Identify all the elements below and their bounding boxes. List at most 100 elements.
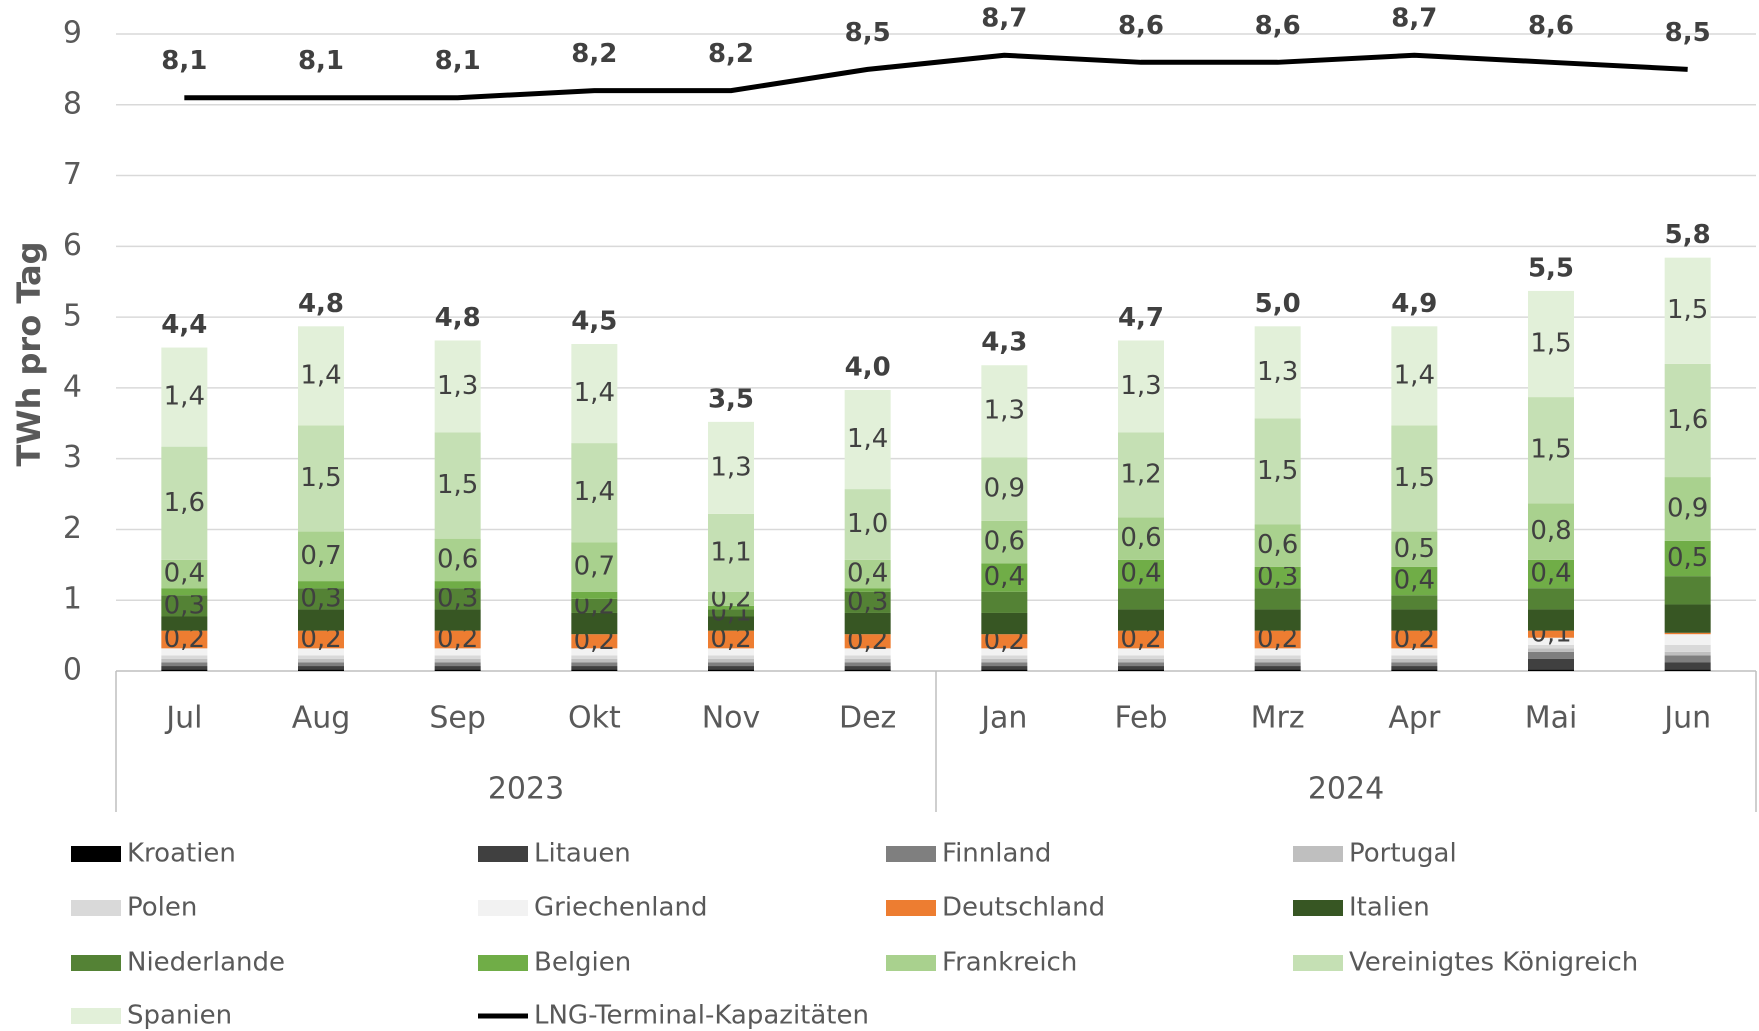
data-label: 0,6	[984, 527, 1025, 557]
bar-segment	[571, 648, 618, 656]
bar-segment	[1118, 655, 1164, 659]
data-label: 0,3	[437, 583, 478, 613]
line-label: 8,2	[708, 39, 754, 69]
total-label: 4,8	[298, 289, 344, 319]
bar-segment	[298, 609, 344, 631]
bar-segment	[1664, 477, 1711, 541]
bar-segment	[1664, 644, 1711, 652]
bar-segment	[1391, 566, 1438, 596]
legend-swatch	[71, 846, 121, 862]
bar-segment	[1254, 669, 1301, 671]
bar-segment	[1528, 609, 1574, 631]
bar-segment	[708, 658, 754, 663]
data-label: 1,3	[710, 452, 751, 482]
bar-segment	[1664, 655, 1711, 663]
data-label: 0,8	[1530, 516, 1571, 546]
data-label: 1,4	[1394, 360, 1435, 390]
bar-segment	[981, 563, 1028, 592]
bar-segment	[298, 531, 344, 582]
bar-segment	[708, 609, 754, 617]
data-label: 0,9	[1667, 493, 1708, 523]
bar-segment	[1528, 588, 1574, 610]
total-label: 4,5	[571, 307, 617, 337]
bar-segment	[1254, 662, 1301, 667]
bar-segment	[708, 655, 754, 659]
legend-label: Polen	[127, 893, 197, 923]
bar-segment	[1254, 609, 1301, 631]
data-label: 1,3	[1120, 371, 1161, 401]
legend-swatch	[1293, 955, 1343, 971]
bar-segment	[1254, 588, 1301, 610]
x-tick-label: Nov	[702, 701, 761, 736]
bar-segment	[1664, 604, 1711, 633]
bar-segment	[161, 588, 208, 596]
data-label: 1,5	[1394, 463, 1435, 493]
bar-segment	[708, 630, 754, 649]
bar-segment	[571, 612, 618, 635]
data-label: 1,3	[1257, 357, 1298, 387]
y-tick-label: 1	[63, 582, 82, 617]
bar-segment	[571, 669, 618, 671]
bar-segment	[571, 634, 618, 649]
data-label: 0,4	[164, 559, 205, 589]
bar-segment	[1664, 634, 1711, 645]
bar-segment	[298, 655, 344, 659]
bar-segment	[1391, 595, 1438, 610]
line-label: 8,7	[1391, 4, 1437, 34]
data-label: 1,2	[1120, 459, 1161, 489]
legend-swatch	[886, 900, 936, 916]
bar-segment	[1391, 648, 1438, 656]
bar-segment	[434, 662, 481, 667]
bar-segment	[1528, 559, 1574, 589]
bar-segment	[434, 669, 481, 671]
bar-segment	[708, 662, 754, 667]
bar-segment	[298, 581, 344, 589]
bar-segment	[1118, 630, 1164, 649]
bar-segment	[1528, 290, 1574, 398]
bar-segment	[844, 662, 891, 667]
bar-segment	[1391, 655, 1438, 659]
bar-segment	[1391, 326, 1438, 426]
bar-segment	[434, 588, 481, 610]
bar-segment	[161, 559, 208, 589]
x-tick-label: Feb	[1114, 701, 1167, 736]
bar-segment	[161, 658, 208, 663]
total-label: 5,0	[1255, 289, 1301, 319]
bar-segment	[1664, 662, 1711, 670]
legend-label: Deutschland	[942, 893, 1105, 923]
bar-segment	[844, 559, 891, 589]
data-label: 1,3	[984, 396, 1025, 426]
legend-swatch	[478, 955, 528, 971]
bar-segment	[298, 630, 344, 649]
bar-segment	[981, 658, 1028, 663]
data-label: 0,3	[300, 583, 341, 613]
bar-segment	[844, 612, 891, 635]
x-tick-label: Mrz	[1251, 701, 1305, 736]
bar-segment	[161, 347, 208, 447]
data-label: 0,6	[437, 544, 478, 574]
data-label: 0,5	[1667, 543, 1708, 573]
data-label: 0,6	[1120, 523, 1161, 553]
legend-label: Kroatien	[127, 839, 236, 869]
line-label: 8,1	[298, 46, 344, 76]
bar-segment	[708, 648, 754, 656]
legend-swatch	[1293, 900, 1343, 916]
data-label: 1,5	[300, 463, 341, 493]
bar-segment	[708, 666, 754, 670]
y-tick-label: 6	[63, 228, 82, 263]
y-tick-label: 7	[63, 157, 82, 192]
bar-segment	[1664, 651, 1711, 656]
bar-segment	[571, 591, 618, 599]
data-label: 1,5	[1667, 295, 1708, 325]
bar-segment	[298, 658, 344, 663]
data-label: 1,4	[164, 382, 205, 412]
bar-segment	[1528, 630, 1574, 638]
bar-segment	[1118, 588, 1164, 610]
bar-segment	[1254, 658, 1301, 663]
data-label: 0,7	[574, 551, 615, 581]
data-label: 0,7	[300, 541, 341, 571]
data-label: 0,4	[984, 562, 1025, 592]
bar-segment	[1391, 658, 1438, 663]
bar-segment	[708, 513, 754, 592]
bar-segment	[161, 446, 208, 560]
